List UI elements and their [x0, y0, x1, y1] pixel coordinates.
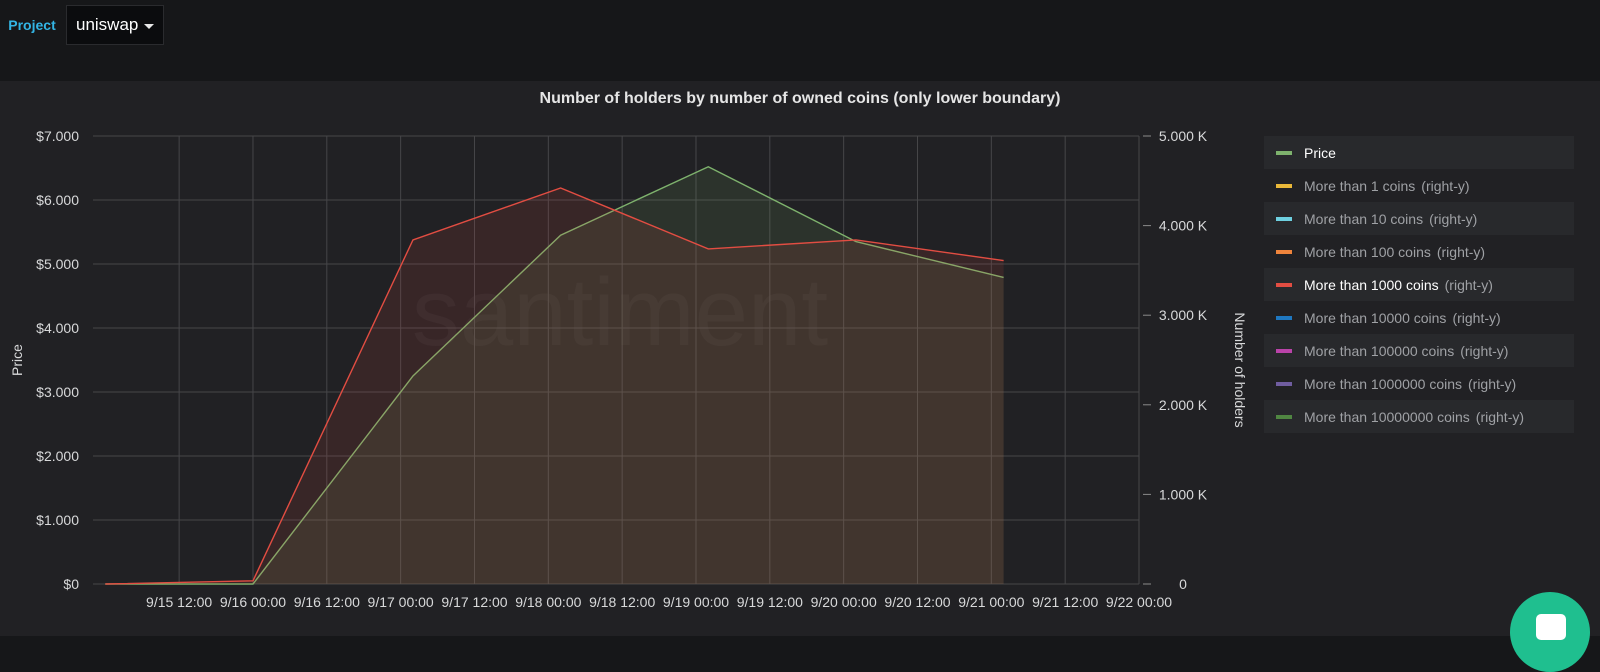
panel-title[interactable]: Number of holders by number of owned coi… [539, 90, 1061, 107]
x-tick-label: 9/16 00:00 [220, 594, 286, 610]
legend-axis-label: (right-y) [1444, 276, 1493, 293]
legend-label: More than 10000000 coins [1304, 408, 1470, 425]
legend-item[interactable]: More than 1000000 coins (right-y) [1264, 367, 1574, 400]
legend-item[interactable]: More than 10000 coins (right-y) [1264, 301, 1574, 334]
legend-item[interactable]: More than 10000000 coins (right-y) [1264, 400, 1574, 433]
legend-item[interactable]: More than 10 coins (right-y) [1264, 202, 1574, 235]
x-tick-label: 9/17 00:00 [368, 594, 434, 610]
legend-axis-label: (right-y) [1468, 375, 1517, 392]
chat-button[interactable] [1510, 592, 1590, 672]
series-line [105, 165, 1004, 585]
caret-down-icon [144, 23, 155, 29]
chart-legend: Price More than 1 coins (right-y) More than… [1264, 136, 1574, 433]
y-right-tick-label: 3.000 K [1159, 307, 1208, 323]
legend-swatch [1276, 249, 1292, 254]
x-tick-label: 9/16 12:00 [294, 594, 360, 610]
legend-swatch [1276, 414, 1292, 419]
legend-swatch [1276, 282, 1292, 287]
x-tick-label: 9/21 00:00 [958, 594, 1024, 610]
legend-axis-label: (right-y) [1429, 210, 1478, 227]
series-line [105, 187, 1004, 585]
legend-item[interactable]: More than 1000 coins (right-y) [1264, 268, 1574, 301]
legend-label: More than 10000 coins [1304, 309, 1447, 326]
legend-axis-label: (right-y) [1475, 408, 1525, 425]
y-left-tick-label: $4.000 [36, 320, 79, 336]
legend-axis-label: (right-y) [1452, 309, 1501, 326]
y-left-tick-label: $3.000 [36, 384, 79, 400]
legend-item[interactable]: More than 1 coins (right-y) [1264, 169, 1574, 202]
legend-axis-label: (right-y) [1460, 342, 1509, 359]
y-left-tick-label: $1.000 [36, 512, 79, 528]
project-variable-label: Project [0, 5, 64, 45]
holders-chart[interactable]: santiment $0 $1.000 $2.000 $3.000 $4.000 $5.00… [0, 0, 1600, 636]
legend-swatch [1276, 216, 1292, 221]
legend-swatch [1276, 183, 1292, 188]
project-variable-value: uniswap [76, 15, 139, 34]
y-right-tick-label: 1.000 K [1159, 486, 1208, 502]
x-tick-label: 9/20 12:00 [884, 594, 950, 610]
y-right-tick-label: 4.000 K [1159, 218, 1208, 234]
y-left-tick-label: $2.000 [36, 448, 79, 464]
legend-item[interactable]: Price [1264, 136, 1574, 169]
x-tick-label: 9/20 00:00 [811, 594, 877, 610]
dashboard-variables-bar: Project uniswap [0, 0, 1600, 48]
x-tick-label: 9/17 12:00 [441, 594, 507, 610]
y-left-tick-label: $6.000 [36, 192, 79, 208]
y-left-axis-label: Price [9, 344, 25, 376]
chat-icon [1536, 614, 1566, 640]
legend-label: More than 1 coins [1304, 177, 1416, 194]
legend-swatch [1276, 150, 1292, 155]
legend-label: More than 100 coins [1304, 243, 1431, 260]
y-right-tick-label: 2.000 K [1159, 397, 1208, 413]
x-tick-label: 9/18 00:00 [515, 594, 581, 610]
legend-item[interactable]: More than 100 coins (right-y) [1264, 235, 1574, 268]
legend-label: More than 1000000 coins [1304, 375, 1462, 392]
legend-swatch [1276, 348, 1292, 353]
legend-axis-label: (right-y) [1436, 243, 1486, 260]
watermark: santiment [412, 259, 828, 366]
y-left-tick-label: $5.000 [36, 256, 79, 272]
x-tick-label: 9/21 12:00 [1032, 594, 1098, 610]
x-tick-label: 9/19 12:00 [737, 594, 803, 610]
legend-swatch [1276, 381, 1292, 386]
y-left-tick-label: $0 [63, 576, 79, 592]
project-variable-select[interactable]: uniswap [66, 5, 164, 45]
y-right-axis-label: Number of holders [1232, 312, 1248, 427]
legend-label: More than 10 coins [1304, 210, 1424, 227]
legend-label: Price [1304, 144, 1336, 161]
legend-swatch [1276, 315, 1292, 320]
x-tick-label: 9/15 12:00 [146, 594, 212, 610]
y-right-tick-label: 0 [1179, 576, 1187, 592]
x-tick-label: 9/22 00:00 [1106, 594, 1172, 610]
series-area [105, 187, 1004, 584]
x-tick-label: 9/19 00:00 [663, 594, 729, 610]
legend-label: More than 100000 coins [1304, 342, 1455, 359]
legend-item[interactable]: More than 100000 coins (right-y) [1264, 334, 1574, 367]
legend-label: More than 1000 coins [1304, 276, 1439, 293]
y-left-tick-label: $7.000 [36, 128, 79, 144]
series-area [105, 166, 1004, 584]
y-right-tick-label: 5.000 K [1159, 128, 1208, 144]
legend-axis-label: (right-y) [1421, 177, 1470, 194]
x-tick-label: 9/18 12:00 [589, 594, 655, 610]
